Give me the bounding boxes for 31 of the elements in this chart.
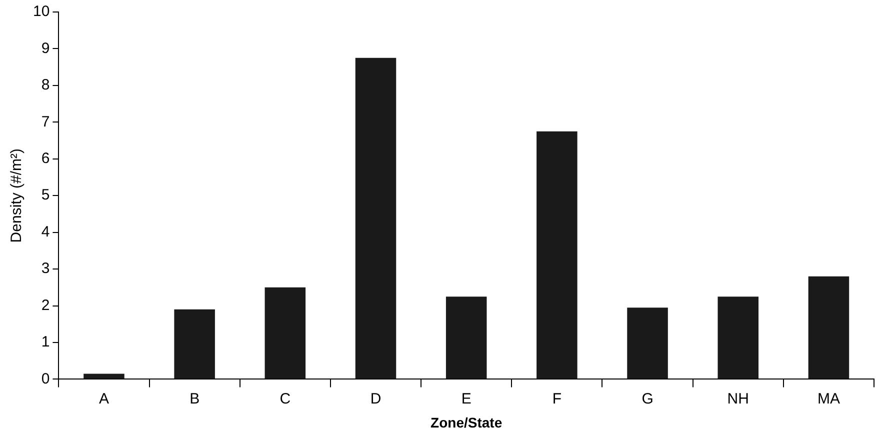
bar (718, 296, 758, 379)
bar (627, 308, 668, 379)
bar (808, 276, 850, 379)
y-tick-label: 6 (41, 150, 50, 168)
x-tick-label: G (642, 390, 654, 408)
bar (84, 374, 124, 379)
x-axis-title: Zone/State (430, 414, 502, 430)
x-tick-label: NH (727, 390, 749, 408)
y-tick-label: 1 (41, 334, 50, 351)
y-tick-label: 5 (41, 186, 50, 204)
x-tick-label: F (552, 390, 562, 408)
bar (446, 296, 487, 379)
y-tick-label: 3 (41, 260, 50, 278)
y-tick-label: 0 (41, 370, 50, 388)
y-tick-label: 2 (41, 296, 50, 314)
bar (174, 309, 215, 379)
y-tick-label: 7 (41, 113, 50, 130)
x-tick-label: E (461, 390, 472, 408)
y-tick-label: 10 (32, 3, 50, 20)
y-axis-title: Density (#/m²) (8, 148, 26, 243)
x-tick-label: B (190, 390, 200, 408)
y-tick-label: 9 (41, 40, 50, 57)
x-tick-label: MA (817, 390, 840, 408)
bar (355, 58, 396, 379)
bar (536, 131, 578, 379)
y-tick-label: 8 (41, 76, 50, 94)
y-tick-label: 4 (41, 223, 50, 240)
bar (264, 287, 306, 379)
x-tick-label: D (370, 390, 382, 408)
x-tick-label: A (98, 390, 109, 408)
x-tick-label: C (280, 390, 291, 408)
